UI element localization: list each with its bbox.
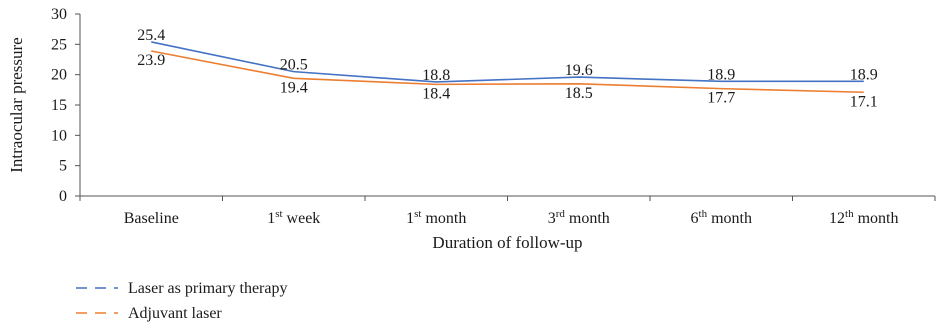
legend-label: Adjuvant laser [128, 305, 222, 322]
y-tick-label: 25 [51, 36, 67, 53]
x-tick-label-base: Baseline [124, 210, 179, 227]
data-label: 18.8 [422, 67, 450, 84]
x-tick-label: 12th month [829, 208, 898, 227]
x-tick-label: 6th month [691, 208, 752, 227]
legend: Laser as primary therapy Adjuvant laser [76, 280, 287, 322]
y-tick-label: 20 [51, 67, 67, 84]
x-tick-label: 1st week [267, 208, 320, 227]
x-tick-label-unit: month [421, 210, 466, 227]
x-tick-label-unit: month [565, 210, 610, 227]
y-tick-label: 0 [59, 188, 67, 205]
data-label: 25.4 [137, 27, 165, 44]
legend-label: Laser as primary therapy [128, 280, 287, 297]
data-label: 17.7 [707, 90, 735, 107]
data-label: 19.4 [280, 79, 308, 96]
data-label: 23.9 [137, 52, 165, 69]
x-tick-label: 3rd month [548, 208, 610, 227]
data-label: 19.6 [565, 62, 593, 79]
y-tick-label: 10 [51, 127, 67, 144]
y-tick-label: 15 [51, 97, 67, 114]
x-axis: Baseline 1st week 1st month 3rd month 6th mo… [79, 195, 936, 227]
x-tick-label-suffix: st [275, 208, 282, 220]
y-axis: 0 5 10 15 20 25 30 [51, 6, 81, 205]
y-tick-label: 5 [59, 158, 67, 175]
series-line-1 [151, 50, 864, 94]
x-tick-label-suffix: th [699, 208, 708, 220]
data-label: 18.9 [850, 66, 878, 83]
x-axis-title: Duration of follow-up [432, 233, 582, 252]
data-labels: 25.4 20.5 18.8 19.6 18.9 18.9 23.9 19.4 18.4 18.5… [137, 27, 878, 110]
x-tick-label-base: 3 [548, 210, 556, 227]
data-label: 18.5 [565, 85, 593, 102]
x-tick-label: Baseline [124, 210, 179, 227]
x-tick-label-suffix: rd [556, 208, 566, 220]
x-tick-label-base: 6 [691, 210, 699, 227]
x-tick-label-base: 1 [406, 210, 414, 227]
data-label: 18.9 [707, 66, 735, 83]
y-axis-title: Intraocular pressure [7, 37, 26, 172]
series-line-0 [151, 41, 864, 83]
x-tick-label-suffix: th [845, 208, 854, 220]
x-tick-label-unit: week [283, 210, 321, 227]
x-tick-label-suffix: st [414, 208, 421, 220]
data-label: 18.4 [422, 85, 450, 102]
series-lines [151, 41, 864, 94]
x-tick-label-unit: month [707, 210, 752, 227]
x-tick-label-base: 1 [267, 210, 275, 227]
x-tick-label-unit: month [854, 210, 899, 227]
x-tick-label: 1st month [406, 208, 466, 227]
data-label: 17.1 [850, 93, 878, 110]
data-label: 20.5 [280, 57, 308, 74]
y-tick-label: 30 [51, 6, 67, 23]
x-tick-label-base: 12 [829, 210, 845, 227]
